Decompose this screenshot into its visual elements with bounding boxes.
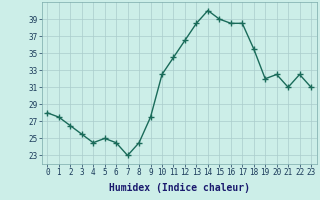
X-axis label: Humidex (Indice chaleur): Humidex (Indice chaleur) [109, 183, 250, 193]
